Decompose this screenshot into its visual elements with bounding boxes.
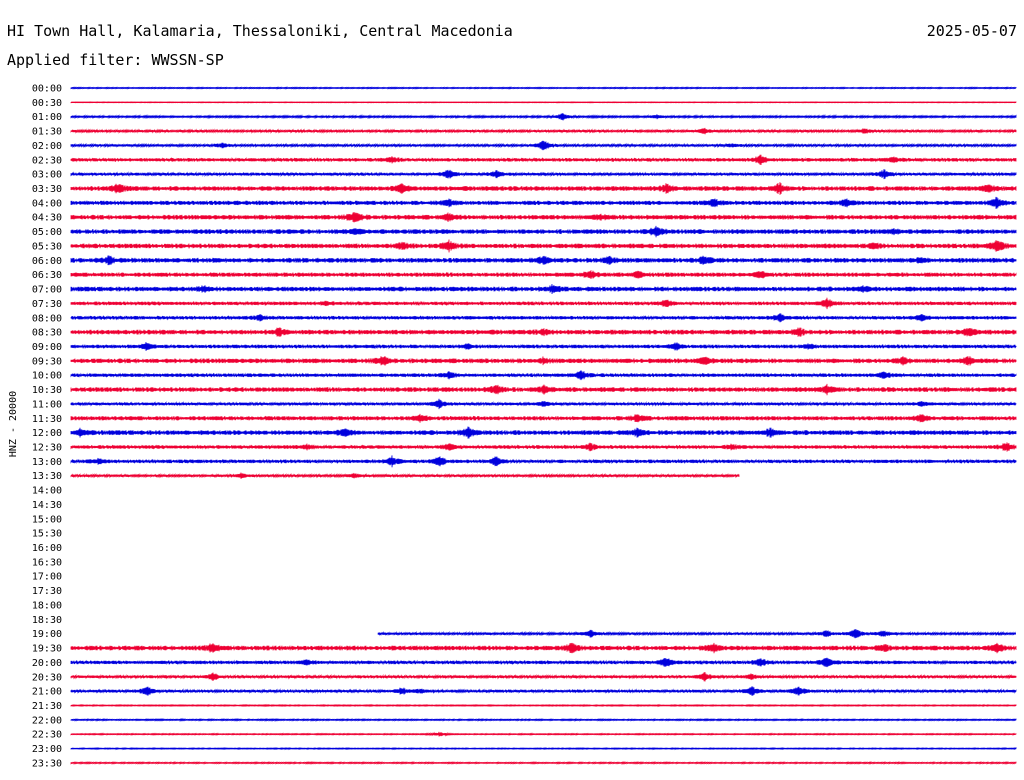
seismic-trace <box>70 426 1017 439</box>
time-tick-label: 19:00 <box>32 629 62 640</box>
seismic-trace <box>70 327 1017 337</box>
seismic-trace <box>70 703 1017 708</box>
station-title: HI Town Hall, Kalamaria, Thessaloniki, C… <box>7 22 513 40</box>
seismic-trace <box>377 629 1016 639</box>
seismic-trace <box>70 255 1017 266</box>
time-tick-label: 21:30 <box>32 701 62 712</box>
time-tick-label: 06:30 <box>32 270 62 281</box>
seismic-trace <box>70 297 1017 310</box>
trace-lines <box>70 86 1017 765</box>
time-tick-label: 13:30 <box>32 471 62 482</box>
time-tick-label: 21:00 <box>32 687 62 698</box>
seismic-trace <box>70 86 1017 90</box>
seismic-trace <box>70 686 1017 696</box>
time-tick-label: 12:30 <box>32 443 62 454</box>
time-tick-label: 13:00 <box>32 457 62 468</box>
time-tick-label: 03:30 <box>32 184 62 195</box>
time-tick-label: 08:30 <box>32 328 62 339</box>
seismic-trace <box>70 472 740 479</box>
seismic-trace <box>70 370 1017 381</box>
time-tick-label: 03:00 <box>32 170 62 181</box>
seismic-trace <box>70 313 1017 323</box>
time-tick-label: 04:30 <box>32 213 62 224</box>
seismic-trace <box>70 442 1017 452</box>
seismic-trace <box>70 671 1017 682</box>
time-tick-label: 02:30 <box>32 155 62 166</box>
seismic-trace <box>70 154 1017 165</box>
y-axis-label: HNZ - 20000 <box>8 391 19 457</box>
time-tick-label: 20:00 <box>32 658 62 669</box>
seismic-trace <box>70 383 1017 396</box>
time-tick-label: 07:30 <box>32 299 62 310</box>
seismic-trace <box>70 657 1017 668</box>
time-tick-label: 11:00 <box>32 399 62 410</box>
seismic-trace <box>70 113 1017 121</box>
time-tick-label: 15:30 <box>32 529 62 540</box>
time-tick-label: 23:30 <box>32 758 62 769</box>
time-tick-label: 08:00 <box>32 313 62 324</box>
seismic-trace <box>70 746 1017 751</box>
seismic-trace <box>70 731 1017 737</box>
seismic-trace <box>70 196 1017 209</box>
seismic-trace <box>70 169 1017 180</box>
time-tick-label: 12:00 <box>32 428 62 439</box>
time-tick-label: 06:00 <box>32 256 62 267</box>
time-tick-label: 23:00 <box>32 744 62 755</box>
time-tick-label: 18:30 <box>32 615 62 626</box>
seismic-trace <box>70 212 1017 223</box>
seismic-trace <box>70 717 1017 722</box>
time-tick-labels: 00:00 00:30 01:00 01:30 02:00 02:30 03:00 03:30… <box>32 84 62 770</box>
time-tick-label: 16:30 <box>32 557 62 568</box>
time-tick-label: 04:00 <box>32 198 62 209</box>
seismic-trace <box>70 356 1017 366</box>
seismic-trace <box>70 284 1017 295</box>
time-tick-label: 17:30 <box>32 586 62 597</box>
time-tick-label: 11:30 <box>32 414 62 425</box>
seismic-trace <box>70 182 1017 195</box>
time-tick-label: 19:30 <box>32 644 62 655</box>
seismic-trace <box>70 101 1017 104</box>
seismic-trace <box>70 398 1017 410</box>
time-tick-label: 22:00 <box>32 715 62 726</box>
date-label: 2025-05-07 <box>927 22 1017 40</box>
time-tick-label: 09:30 <box>32 356 62 367</box>
time-tick-label: 01:00 <box>32 112 62 123</box>
filter-label: Applied filter: WWSSN-SP <box>7 51 224 69</box>
seismic-trace <box>70 239 1017 253</box>
time-tick-label: 02:00 <box>32 141 62 152</box>
seismic-trace <box>70 140 1017 151</box>
time-tick-label: 20:30 <box>32 672 62 683</box>
seismic-trace <box>70 270 1017 280</box>
time-tick-label: 10:00 <box>32 371 62 382</box>
seismic-trace <box>70 642 1017 654</box>
seismic-trace <box>70 342 1017 351</box>
seismic-trace <box>70 413 1017 423</box>
time-tick-label: 18:00 <box>32 600 62 611</box>
time-tick-label: 01:30 <box>32 127 62 138</box>
time-tick-label: 22:30 <box>32 730 62 741</box>
time-tick-label: 05:30 <box>32 241 62 252</box>
seismic-trace <box>70 455 1017 468</box>
seismic-trace <box>70 127 1017 135</box>
time-tick-label: 09:00 <box>32 342 62 353</box>
seismic-trace <box>70 760 1017 765</box>
time-tick-label: 14:00 <box>32 486 62 497</box>
time-tick-label: 00:00 <box>32 84 62 95</box>
time-tick-label: 14:30 <box>32 500 62 511</box>
seismic-trace <box>70 225 1017 238</box>
time-tick-label: 05:00 <box>32 227 62 238</box>
time-tick-label: 00:30 <box>32 98 62 109</box>
time-tick-label: 07:00 <box>32 285 62 296</box>
time-tick-label: 15:00 <box>32 514 62 525</box>
time-tick-label: 10:30 <box>32 385 62 396</box>
time-tick-label: 17:00 <box>32 572 62 583</box>
time-tick-label: 16:00 <box>32 543 62 554</box>
